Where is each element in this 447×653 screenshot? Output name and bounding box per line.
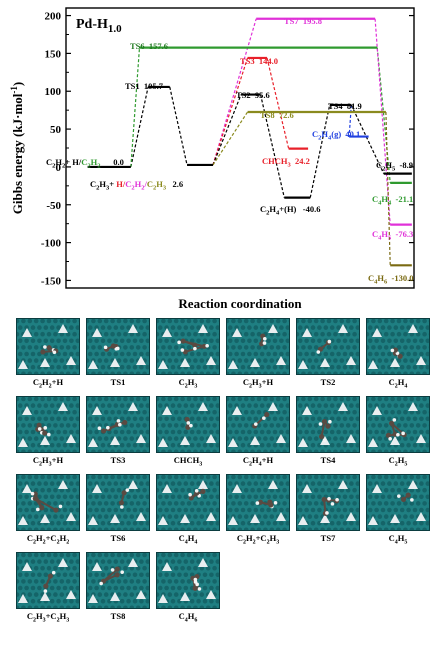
connector-line <box>130 86 149 168</box>
structure-caption: C4H5 <box>388 533 408 546</box>
structure-caption: C2H4+H <box>242 455 274 468</box>
energy-label-c2h3: C2H3+ H/C2H2/C2H3 2.6 <box>90 179 183 192</box>
structure-image <box>226 318 290 375</box>
y-tick-label: 100 <box>45 86 62 98</box>
energy-label-ts6: TS6 157.6 <box>130 41 168 51</box>
connector-line <box>266 57 290 149</box>
structure-image <box>16 318 80 375</box>
energy-label-c2h4g: C2H4(g) 40.1 <box>312 129 360 142</box>
energy-label-ts1: TS1 105.7 <box>125 81 164 91</box>
energy-label-ts8: TS8 72.6 <box>260 110 294 120</box>
plot-frame <box>65 7 415 289</box>
structure-caption: TS2 <box>320 377 336 387</box>
structure-image <box>86 552 150 609</box>
structure-caption: TS4 <box>320 455 336 465</box>
structure-caption: C2H2+C2H3 <box>236 533 280 546</box>
structure-caption: C4H4 <box>178 533 198 546</box>
structure-image <box>366 318 430 375</box>
y-tick-label: 50 <box>50 124 62 136</box>
structure-caption: C4H6 <box>178 611 198 624</box>
energy-label-c2h5: C2H5 -8.9 <box>376 160 413 173</box>
structure-caption: C2H3+H <box>242 377 274 390</box>
structure-image <box>86 474 150 531</box>
structure-caption: TS8 <box>110 611 126 621</box>
connector-line <box>130 47 141 167</box>
y-axis-title: Gibbs energy (kJ·mol-1) <box>9 82 25 214</box>
connector-line <box>212 18 257 166</box>
structure-image <box>226 396 290 453</box>
y-tick-label: 150 <box>45 48 62 60</box>
structure-caption: TS3 <box>110 455 126 465</box>
structure-caption: C2H5 <box>388 455 408 468</box>
y-tick-label: -50 <box>46 200 61 212</box>
structure-caption: C2H3+H <box>32 455 64 468</box>
connector-line <box>385 111 391 266</box>
structure-image <box>156 552 220 609</box>
energy-label-c4h5: C4H5 -76.3 <box>372 229 413 242</box>
y-tick-label: -100 <box>41 238 62 250</box>
y-tick-label: -150 <box>41 275 62 287</box>
energy-label-ts2: TS2 95.6 <box>236 90 270 100</box>
y-tick-label: 200 <box>45 11 62 23</box>
energy-label-c4h6: C4H6 -130.0 <box>368 273 413 286</box>
connector-line <box>348 104 352 137</box>
structure-image <box>156 474 220 531</box>
energy-profile-chart: -150 -100 -50 0 50 100 150 200 Gibbs energy (kJ·… <box>9 7 415 289</box>
structure-caption: C2H2+H <box>32 377 64 390</box>
structure-caption: C2H3 <box>178 377 198 390</box>
structure-image <box>296 396 360 453</box>
structure-caption: TS7 <box>320 533 336 543</box>
energy-label-chch3: CHCH3 24.2 <box>262 156 310 169</box>
structure-caption: CHCH3 <box>173 455 203 468</box>
connector-line <box>309 104 331 198</box>
panel-label: Pd-H1.0 <box>76 17 122 35</box>
structure-image <box>86 318 150 375</box>
structure-caption: C2H2+C2H2 <box>26 533 70 546</box>
connector-line <box>374 18 391 225</box>
energy-label-ts4: TS4 81.9 <box>328 101 362 111</box>
structure-caption: TS6 <box>110 533 126 543</box>
structure-image <box>16 552 80 609</box>
structure-image <box>366 474 430 531</box>
structure-panel-grid: C2H2+H TS1 C2H3 C2H3+H TS2 C2H4 C2H3+H TS3 CHCH3… <box>0 316 447 653</box>
structure-image <box>156 318 220 375</box>
connector-line <box>350 104 385 174</box>
structure-image <box>296 474 360 531</box>
structure-image <box>296 318 360 375</box>
structure-image <box>16 396 80 453</box>
connector-line <box>169 86 188 166</box>
structure-image <box>366 396 430 453</box>
x-axis-title: Reaction coordination <box>178 296 302 311</box>
structure-image <box>226 474 290 531</box>
y-tick-label: 0 <box>56 162 62 174</box>
connector-line <box>212 94 242 166</box>
structure-image <box>156 396 220 453</box>
structure-caption: C2H3+C2H3 <box>26 611 70 624</box>
structure-image <box>16 474 80 531</box>
energy-label-ts3: TS3 144.0 <box>240 56 278 66</box>
structure-image <box>86 396 150 453</box>
energy-label-c2h4h: C2H4+(H) -40.6 <box>260 204 320 217</box>
structure-caption: TS1 <box>110 377 126 387</box>
connector-line <box>212 57 249 166</box>
energy-label-ts7: TS7 195.8 <box>284 16 322 26</box>
structure-caption: C2H4 <box>388 377 408 390</box>
energy-label-start: C2H2+ H/C2H2 0.0 <box>46 157 124 170</box>
connector-line <box>212 111 249 166</box>
energy-label-c4h4: C4H4 -21.1 <box>372 194 413 207</box>
